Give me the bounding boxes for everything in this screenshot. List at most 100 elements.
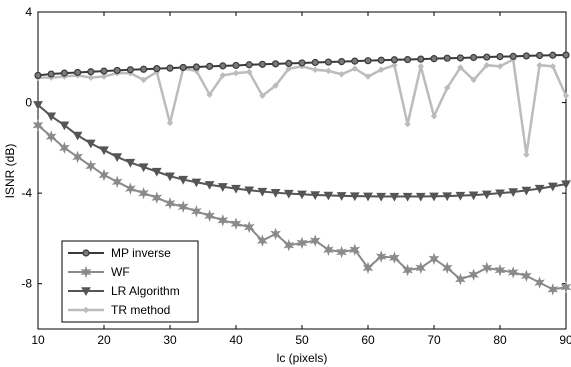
point-mp-inverse bbox=[443, 54, 451, 62]
point-mp-inverse bbox=[338, 57, 346, 66]
point-tr-method bbox=[496, 63, 504, 70]
point-wf bbox=[468, 268, 479, 281]
point-lr-algorithm bbox=[508, 188, 519, 198]
point-lr-algorithm bbox=[415, 192, 426, 202]
point-lr-algorithm bbox=[46, 112, 57, 122]
x-axis-label: lc (pixels) bbox=[277, 351, 328, 365]
point-wf bbox=[323, 243, 334, 256]
point-tr-method bbox=[272, 82, 279, 89]
point-mp-inverse bbox=[192, 63, 200, 71]
point-lr-algorithm bbox=[389, 192, 400, 202]
point-tr-method bbox=[377, 66, 385, 73]
point-mp-inverse bbox=[258, 60, 266, 68]
point-tr-method bbox=[338, 71, 345, 78]
point-mp-inverse bbox=[60, 69, 69, 77]
point-wf bbox=[283, 239, 295, 252]
point-mp-inverse bbox=[232, 61, 240, 70]
point-tr-method bbox=[140, 76, 147, 84]
point-mp-inverse bbox=[549, 51, 557, 59]
point-lr-algorithm bbox=[468, 191, 479, 201]
point-wf bbox=[138, 186, 149, 200]
point-tr-method bbox=[391, 62, 398, 69]
point-lr-algorithm bbox=[283, 189, 294, 199]
point-lr-algorithm bbox=[165, 172, 175, 182]
point-lr-algorithm bbox=[217, 183, 228, 192]
point-mp-inverse bbox=[522, 52, 531, 60]
y-tick-label: 0 bbox=[25, 96, 32, 110]
point-tr-method bbox=[245, 68, 253, 76]
x-tick-label: 10 bbox=[31, 333, 45, 347]
point-lr-algorithm bbox=[547, 182, 558, 192]
point-tr-method bbox=[470, 76, 477, 84]
point-lr-algorithm bbox=[125, 158, 136, 168]
point-wf bbox=[72, 150, 83, 164]
point-mp-inverse bbox=[404, 55, 412, 64]
point-tr-method bbox=[285, 65, 293, 72]
legend-item-wf: WF bbox=[68, 265, 130, 279]
point-wf bbox=[59, 141, 70, 155]
point-mp-inverse bbox=[219, 62, 227, 70]
x-tick-label: 30 bbox=[163, 333, 177, 347]
point-mp-inverse bbox=[166, 64, 174, 72]
point-tr-method bbox=[219, 72, 227, 79]
point-tr-method bbox=[483, 62, 491, 69]
point-lr-algorithm bbox=[85, 139, 96, 149]
point-mp-inverse bbox=[456, 54, 464, 62]
legend-label: TR method bbox=[111, 303, 170, 317]
x-tick-label: 60 bbox=[361, 333, 375, 347]
point-lr-algorithm bbox=[402, 192, 413, 202]
point-wf bbox=[32, 119, 44, 132]
x-tick-label: 70 bbox=[427, 333, 441, 347]
point-tr-method bbox=[325, 67, 332, 75]
point-lr-algorithm bbox=[257, 187, 268, 197]
point-wf bbox=[191, 205, 202, 218]
point-wf bbox=[336, 245, 347, 259]
point-mp-inverse bbox=[470, 53, 478, 62]
point-wf bbox=[402, 263, 413, 277]
point-wf bbox=[177, 200, 189, 213]
point-lr-algorithm bbox=[376, 192, 387, 202]
x-tick-label: 40 bbox=[229, 333, 243, 347]
point-lr-algorithm bbox=[72, 131, 83, 141]
point-lr-algorithm bbox=[59, 121, 70, 131]
point-mp-inverse bbox=[496, 53, 504, 61]
point-wf bbox=[151, 191, 163, 204]
point-tr-method bbox=[206, 91, 213, 98]
point-wf bbox=[415, 261, 427, 275]
point-lr-algorithm bbox=[442, 192, 453, 202]
x-tick-label: 90 bbox=[559, 333, 571, 347]
point-tr-method bbox=[404, 120, 411, 128]
point-lr-algorithm bbox=[297, 190, 307, 200]
point-lr-algorithm bbox=[310, 191, 321, 200]
point-mp-inverse bbox=[245, 61, 253, 69]
legend-item-lr-algorithm: LR Algorithm bbox=[68, 284, 180, 298]
legend: MP inverse WF LR Algorithm TR method bbox=[61, 240, 199, 323]
point-tr-method bbox=[364, 73, 372, 80]
point-mp-inverse bbox=[377, 56, 385, 64]
point-lr-algorithm bbox=[270, 188, 281, 198]
point-lr-algorithm bbox=[561, 180, 571, 190]
point-mp-inverse bbox=[272, 60, 280, 68]
point-mp-inverse bbox=[113, 66, 121, 75]
point-mp-inverse bbox=[417, 55, 425, 63]
point-mp-inverse bbox=[390, 56, 398, 64]
point-lr-algorithm bbox=[336, 192, 347, 201]
point-wf bbox=[217, 214, 229, 227]
point-wf bbox=[98, 168, 110, 182]
point-tr-method bbox=[351, 65, 359, 72]
point-lr-algorithm bbox=[231, 184, 241, 194]
point-wf bbox=[375, 250, 387, 263]
point-mp-inverse bbox=[140, 65, 148, 73]
point-mp-inverse bbox=[73, 68, 82, 77]
point-mp-inverse bbox=[351, 57, 359, 65]
point-lr-algorithm bbox=[455, 191, 466, 201]
point-tr-method bbox=[417, 63, 425, 70]
point-mp-inverse bbox=[126, 66, 134, 74]
point-lr-algorithm bbox=[138, 163, 149, 173]
point-mp-inverse bbox=[311, 58, 319, 67]
point-wf bbox=[521, 269, 532, 282]
point-tr-method bbox=[87, 74, 95, 81]
series-mp-inverse bbox=[34, 51, 570, 80]
series-lr-algorithm bbox=[33, 101, 571, 202]
